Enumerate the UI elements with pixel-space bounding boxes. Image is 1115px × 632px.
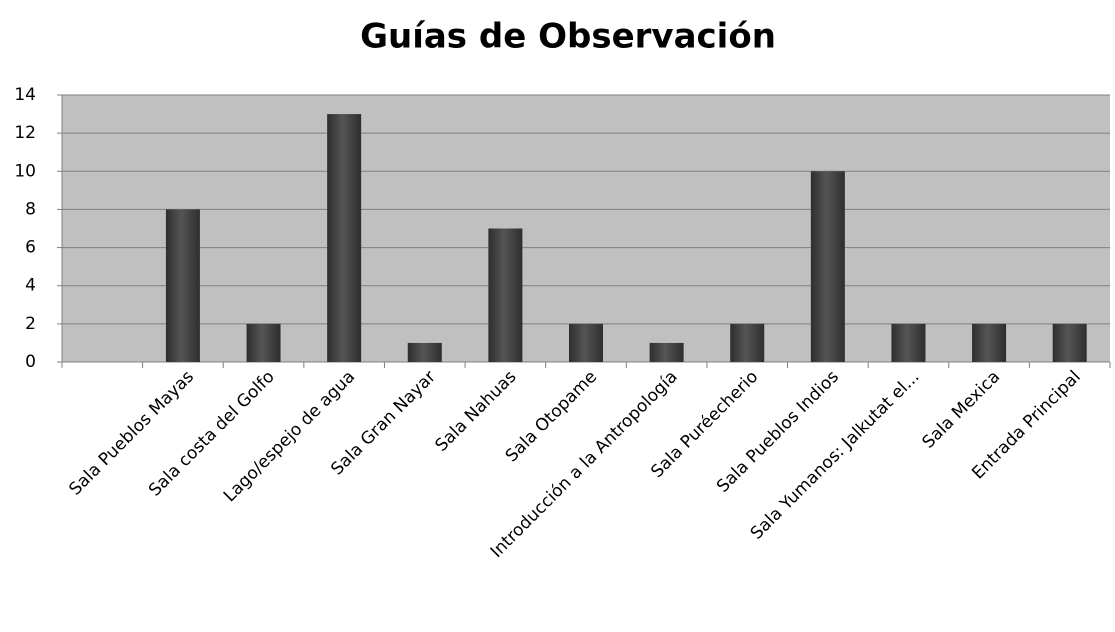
bar: [327, 114, 362, 362]
bar: [246, 323, 281, 362]
x-tick-label: Sala Yumanos: Jalkutat el...: [747, 367, 924, 544]
y-tick-label: 0: [25, 352, 36, 372]
x-tick-label: Sala Mexica: [918, 367, 1004, 453]
bar: [407, 342, 442, 362]
chart-title: Guías de Observación: [360, 17, 776, 57]
y-tick-label: 6: [25, 238, 36, 258]
x-tick-label: Lago/espejo de agua: [220, 367, 359, 506]
y-tick-label: 12: [14, 123, 36, 143]
bar: [891, 323, 926, 362]
y-tick-label: 10: [14, 161, 36, 181]
bar: [1052, 323, 1087, 362]
y-tick-label: 4: [25, 276, 36, 296]
y-tick-label: 2: [25, 314, 36, 334]
bar: [730, 323, 765, 362]
y-tick-label: 8: [25, 199, 36, 219]
bar: [649, 342, 684, 362]
bar: [972, 323, 1007, 362]
y-tick-label: 14: [14, 85, 36, 105]
bar: [488, 228, 523, 362]
bar: [165, 209, 200, 362]
x-tick-label: Sala Nahuas: [432, 367, 521, 456]
bar: [810, 171, 845, 362]
plot-area: [62, 95, 1110, 362]
bar: [569, 323, 603, 362]
